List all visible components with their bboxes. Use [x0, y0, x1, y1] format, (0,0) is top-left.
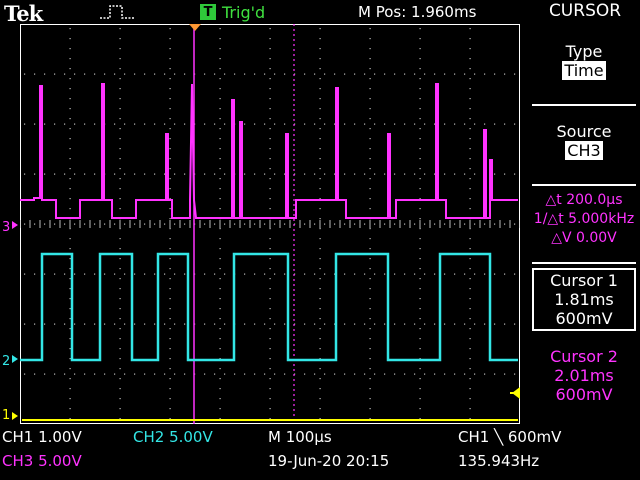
ch1-scale: CH1 1.00V: [2, 428, 82, 446]
menu-divider: [532, 262, 636, 264]
ch3-trace: [20, 83, 518, 219]
cursor-1-label: Cursor 1: [550, 271, 618, 290]
status-bar: CH1 1.00V CH2 5.00V M 100μs CH1 ╲ 600mV …: [0, 424, 640, 480]
frequency-counter: 135.943Hz: [458, 452, 540, 470]
date-time: 19-Jun-20 20:15: [268, 452, 390, 470]
ch2-marker-arrow[interactable]: [12, 355, 18, 363]
cursor-2-time: 2.01ms: [554, 366, 614, 385]
channel-markers: 3 2 1: [2, 220, 18, 423]
menu-title: CURSOR: [548, 1, 622, 21]
cursor-readout-delta: △t 200.0μs 1/△t 5.000kHz △V 0.00V: [532, 191, 636, 248]
type-menu-item[interactable]: Type Time: [532, 42, 636, 80]
trigger-state-label: Trig'd: [222, 2, 266, 22]
trigger-position-marker: [189, 24, 201, 31]
m-position-readout: M Pos: 1.960ms: [358, 3, 477, 21]
graticule-grid: [20, 28, 520, 420]
ch1-marker-arrow[interactable]: [12, 412, 18, 420]
top-bar: Tek T Trig'd M Pos: 1.960ms CURSOR: [0, 0, 640, 26]
delta-v-readout: △V 0.00V: [551, 230, 617, 246]
trigger-badge: T: [200, 4, 216, 20]
delta-t-readout: △t 200.0μs: [545, 192, 623, 208]
cursor-1-volt: 600mV: [555, 309, 613, 328]
ch3-marker-arrow[interactable]: [12, 221, 18, 229]
brand-logo: Tek: [4, 1, 43, 26]
ch3-marker-label: 3: [2, 220, 10, 235]
source-menu-item[interactable]: Source CH3: [532, 122, 636, 160]
timebase-readout: M 100μs: [268, 428, 332, 446]
ch2-trace: [20, 252, 518, 362]
trigger-readout: CH1 ╲ 600mV: [458, 428, 562, 446]
waveform-traces: [20, 83, 518, 421]
type-label: Type: [565, 42, 603, 61]
ch3-scale: CH3 5.00V: [2, 452, 82, 470]
trigger-edge-icon: [100, 5, 134, 19]
trigger-status: T Trig'd: [200, 2, 265, 22]
menu-divider: [532, 104, 636, 106]
cursor-1-time: 1.81ms: [554, 290, 614, 309]
trigger-level-marker: [510, 387, 520, 399]
cursor-side-menu: Type Time Source CH3 △t 200.0μs 1/△t 5.0…: [528, 24, 640, 424]
ch2-scale: CH2 5.00V: [133, 428, 213, 446]
cursor-2-menu-item[interactable]: Cursor 2 2.01ms 600mV: [532, 347, 636, 404]
type-value: Time: [562, 61, 606, 80]
frequency-readout: 1/△t 5.000kHz: [533, 211, 635, 227]
cursor-1-menu-item[interactable]: Cursor 1 1.81ms 600mV: [532, 268, 636, 331]
waveform-display: [20, 24, 520, 424]
ch1-marker-label: 1: [2, 408, 10, 423]
cursor-2-volt: 600mV: [555, 385, 613, 404]
source-value: CH3: [565, 141, 603, 160]
ch2-marker-label: 2: [2, 354, 10, 369]
cursor-2-label: Cursor 2: [550, 347, 618, 366]
source-label: Source: [556, 122, 612, 141]
menu-divider: [532, 184, 636, 186]
